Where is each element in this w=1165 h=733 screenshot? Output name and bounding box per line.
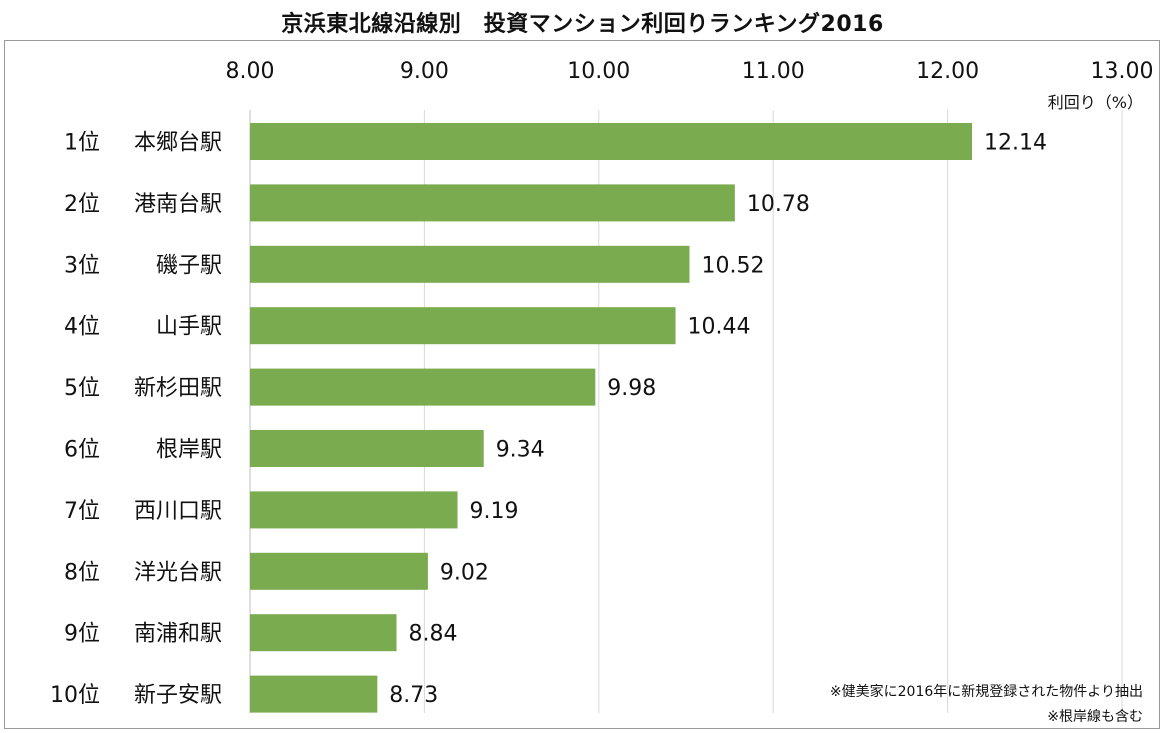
x-tick-label: 12.00	[916, 59, 979, 84]
value-label: 9.34	[496, 438, 545, 463]
axis-unit-label: 利回り（%）	[1048, 93, 1143, 112]
source-note: ※健美家に2016年に新規登録された物件より抽出	[829, 684, 1143, 700]
station-label: 西川口駅	[134, 499, 222, 524]
rank-label: 10位	[50, 683, 100, 708]
rank-label: 4位	[64, 315, 100, 340]
bar	[250, 184, 735, 222]
bar	[250, 675, 378, 713]
value-label: 10.52	[701, 253, 764, 278]
bar	[250, 245, 690, 283]
x-tick-label: 11.00	[742, 59, 805, 84]
bar	[250, 307, 676, 345]
station-label: 山手駅	[156, 315, 222, 340]
scope-note: ※根岸線も含む	[1047, 709, 1143, 725]
category-labels: 1位 本郷台駅 2位 港南台駅 3位 磯子駅 4位 山手駅 5位 新杉田駅 6位 根岸駅 7位 西川口駅 8…	[50, 131, 222, 709]
rank-label: 3位	[64, 253, 100, 278]
station-label: 根岸駅	[156, 438, 222, 463]
x-tick-label: 8.00	[226, 59, 275, 84]
bar	[250, 614, 397, 652]
bar	[250, 430, 484, 467]
value-label: 9.02	[440, 560, 489, 585]
rank-label: 6位	[64, 438, 100, 463]
value-label: 9.19	[470, 499, 519, 524]
chart-frame	[4, 40, 1160, 729]
station-label: 新子安駅	[134, 683, 222, 708]
rank-label: 9位	[64, 622, 100, 647]
value-label: 10.78	[747, 192, 810, 217]
station-label: 本郷台駅	[134, 131, 222, 156]
bars	[250, 123, 973, 713]
bar	[250, 491, 458, 529]
station-label: 南浦和駅	[134, 622, 222, 647]
chart-title: 京浜東北線沿線別 投資マンション利回りランキング2016	[281, 12, 884, 37]
station-label: 新杉田駅	[134, 376, 222, 401]
bar	[250, 552, 428, 590]
station-label: 港南台駅	[134, 192, 222, 217]
value-label: 8.84	[408, 622, 457, 647]
x-tick-label: 9.00	[400, 59, 449, 84]
station-label: 磯子駅	[156, 253, 222, 278]
rank-label: 8位	[64, 560, 100, 585]
value-label: 10.44	[688, 315, 751, 340]
rank-label: 2位	[64, 192, 100, 217]
rank-label: 5位	[64, 376, 100, 401]
value-label: 9.98	[607, 376, 656, 401]
value-labels: 12.14 10.78 10.52 10.44 9.98 9.34 9.19 9.02 8.84…	[389, 131, 1047, 709]
x-axis-ticks: 8.00 9.00 10.00 11.00 12.00 13.00	[226, 59, 1154, 84]
bar	[250, 368, 596, 406]
x-tick-label: 13.00	[1091, 59, 1154, 84]
station-label: 洋光台駅	[134, 560, 222, 585]
rank-label: 7位	[64, 499, 100, 524]
rank-label: 1位	[64, 131, 100, 156]
bar	[250, 123, 973, 160]
x-tick-label: 10.00	[567, 59, 630, 84]
value-label: 8.73	[389, 683, 438, 708]
value-label: 12.14	[984, 131, 1047, 156]
